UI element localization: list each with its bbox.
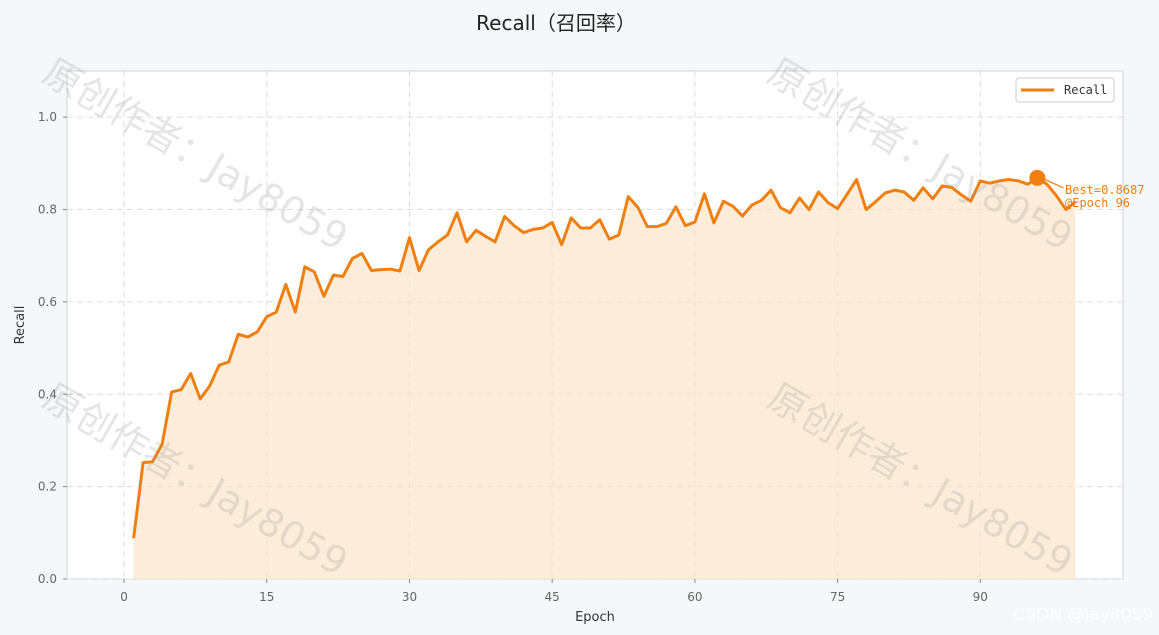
y-tick-label: 1.0 xyxy=(38,110,57,124)
legend-label: Recall xyxy=(1064,83,1107,97)
annotation-best-value: Best=0.8687 xyxy=(1065,183,1144,197)
annotation-arrow xyxy=(1043,178,1064,189)
legend: Recall xyxy=(1015,77,1115,103)
recall-area xyxy=(133,177,1076,579)
x-axis-ticks: 0 15 30 45 60 75 90 xyxy=(120,579,988,604)
x-tick-label: 60 xyxy=(687,590,702,604)
x-tick-label: 90 xyxy=(973,590,988,604)
x-tick-label: 75 xyxy=(830,590,845,604)
footer-credit: CSDN @Jay8059 xyxy=(1013,605,1153,625)
annotation-best-epoch: @Epoch 96 xyxy=(1065,196,1130,210)
recall-series-line xyxy=(132,176,1077,539)
best-point xyxy=(1029,169,1046,186)
y-tick-label: 0.4 xyxy=(38,387,57,401)
chart-title: Recall（召回率） xyxy=(476,11,636,35)
y-axis-ticks: 0.0 0.2 0.4 0.6 0.8 1.0 xyxy=(38,110,67,586)
x-tick-label: 15 xyxy=(259,590,274,604)
y-tick-label: 0.8 xyxy=(38,203,57,217)
x-tick-label: 45 xyxy=(545,590,560,604)
x-axis-label: Epoch xyxy=(575,610,615,625)
legend-box xyxy=(1015,77,1115,103)
y-tick-label: 0.6 xyxy=(38,295,57,309)
x-tick-label: 30 xyxy=(402,590,417,604)
y-axis-label: Recall xyxy=(13,306,28,345)
recall-area-fill xyxy=(133,177,1076,579)
best-point-marker xyxy=(1029,169,1046,186)
best-annotation: Best=0.8687 @Epoch 96 xyxy=(1043,178,1144,210)
recall-line xyxy=(132,176,1077,539)
y-tick-label: 0.2 xyxy=(38,480,57,494)
x-tick-label: 0 xyxy=(120,590,128,604)
y-tick-label: 0.0 xyxy=(38,572,57,586)
